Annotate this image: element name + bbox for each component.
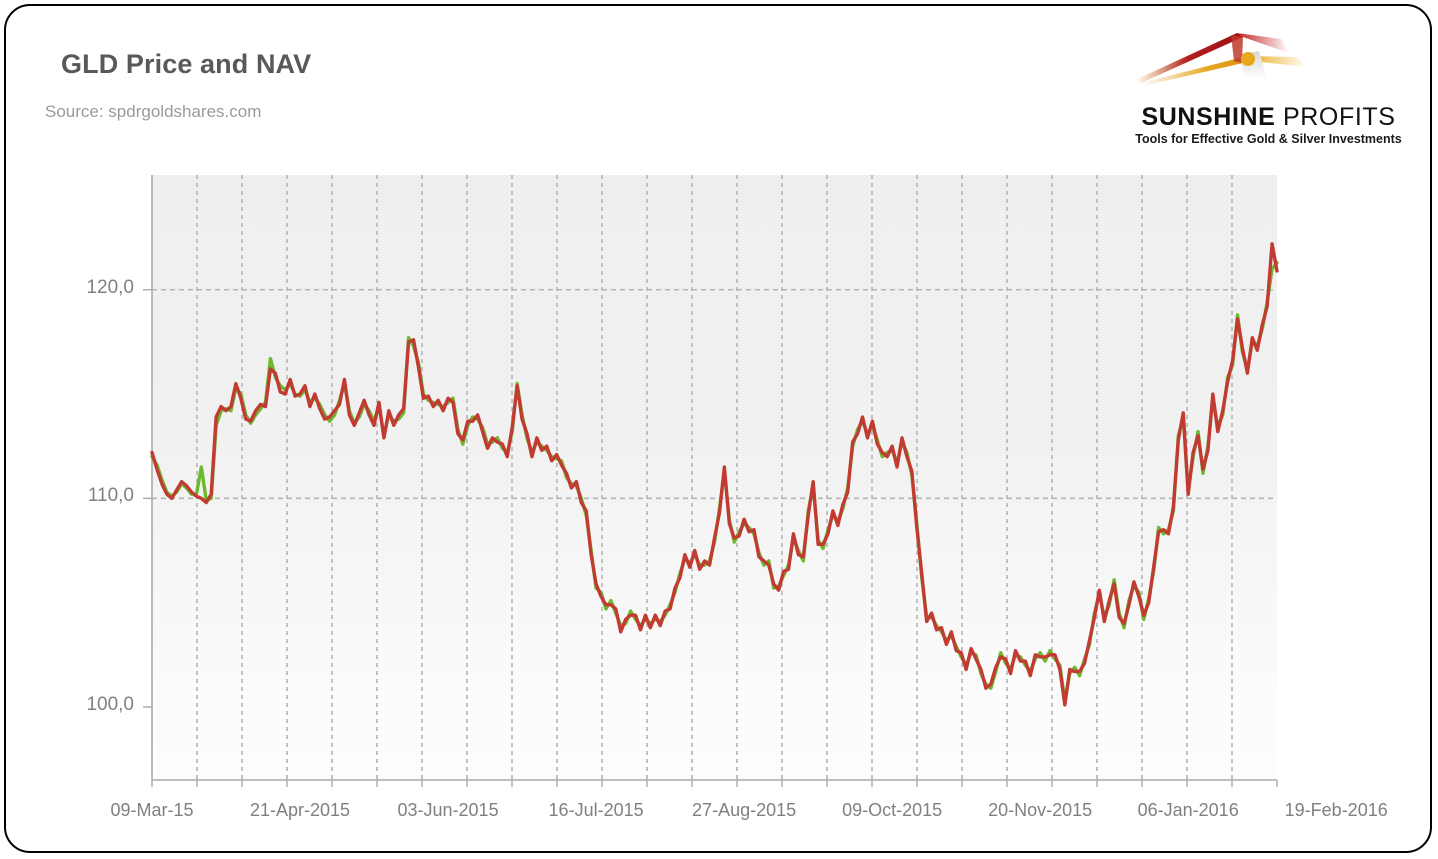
series-line-nav [150,260,1279,703]
vertical-gridlines [196,175,1233,780]
data-series [150,242,1279,707]
axis-ticks [143,289,1278,787]
logo-name-bold: SUNSHINE [1141,103,1276,131]
brand-logo: SUNSHINE PROFITS Tools for Effective Gol… [1121,23,1416,151]
logo-wordmark: SUNSHINE PROFITS [1121,103,1416,132]
chart-card: GLD Price and NAV Source: spdrgoldshares… [4,4,1432,853]
x-axis-tick-label: 16-Jul-2015 [548,800,644,820]
x-axis-tick-label: 09-Oct-2015 [842,800,943,820]
horizontal-gridlines [152,288,1277,500]
x-axis-tick-label: 20-Nov-2015 [988,800,1093,820]
line-chart [143,175,1279,787]
page-title: GLD Price and NAV [61,49,312,79]
chart-inner-frame: GLD Price and NAV Source: spdrgoldshares… [9,9,1427,848]
x-axis-tick-label: 06-Jan-2016 [1137,800,1239,820]
logo-name-light: PROFITS [1283,103,1396,131]
x-axis-tick-label: 09-Mar-15 [110,800,194,820]
logo-tagline: Tools for Effective Gold & Silver Invest… [1135,132,1402,146]
x-axis-tick-label: 21-Apr-2015 [249,800,351,820]
plot-background [152,175,1277,780]
chart-plot-wrapper: 100,0 110,0 120,0 09-Mar-15 21-Apr-2015 03-J… [9,9,1427,848]
series-line-price [150,242,1279,707]
x-axis-tick-label: 19-Feb-2016 [1284,800,1388,820]
sunshine-rays-icon [1135,33,1307,85]
x-axis-tick-label: 27-Aug-2015 [692,800,797,820]
x-axis-tick-label: 03-Jun-2015 [397,800,499,820]
chart-source-label: Source: spdrgoldshares.com [45,102,262,121]
axis-lines [151,175,1277,781]
y-axis-tick-label: 110,0 [87,485,134,507]
y-axis-tick-label: 120,0 [86,276,134,298]
y-axis-tick-label: 100,0 [86,693,134,715]
